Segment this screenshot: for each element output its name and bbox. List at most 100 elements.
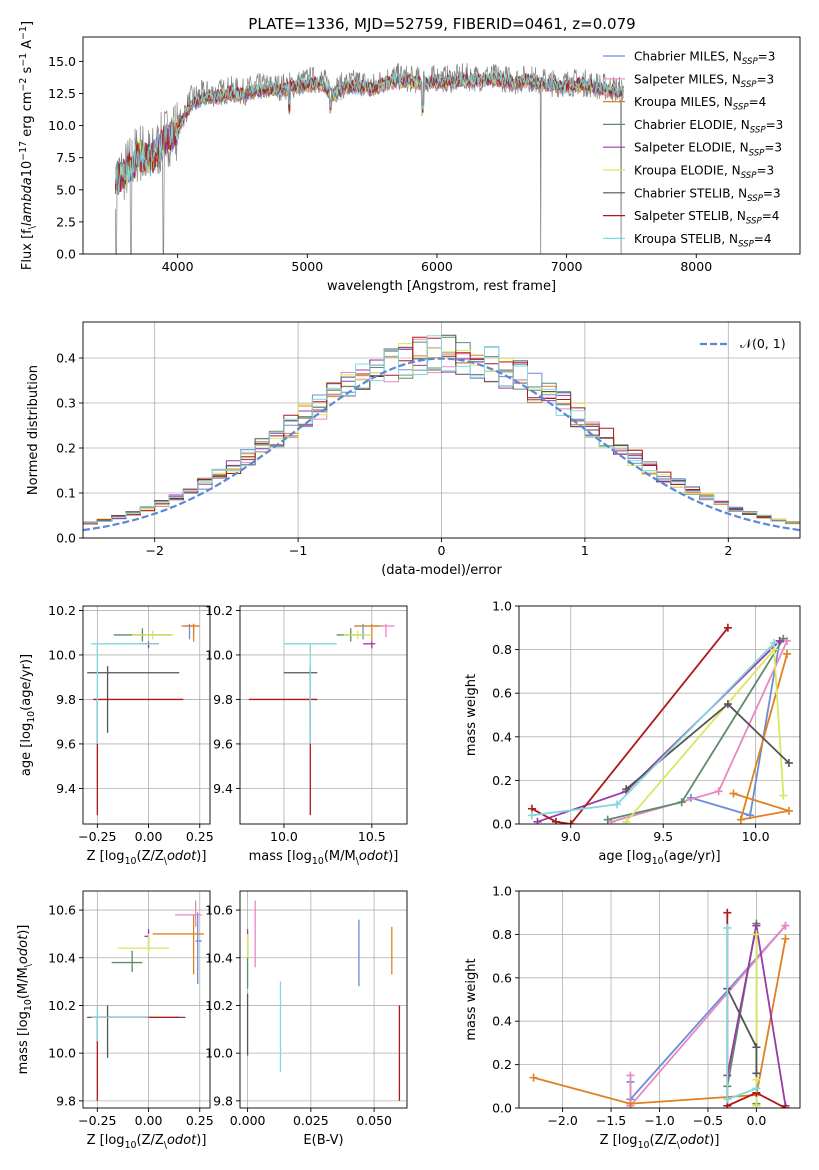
label-part: r bbox=[26, 471, 41, 477]
legend-entry: Chabrier ELODIE, NSSP=3 bbox=[634, 118, 783, 136]
x-tick-label: −0.25 bbox=[78, 829, 116, 844]
x-tick-label: −1 bbox=[289, 543, 307, 558]
weight-marker bbox=[752, 1084, 761, 1093]
weight-marker bbox=[533, 817, 542, 824]
x-tick-label: −2.0 bbox=[547, 1113, 577, 1128]
axes-frame bbox=[82, 36, 801, 255]
y-tick-label: 10.2 bbox=[48, 603, 76, 618]
weight-line bbox=[611, 640, 788, 823]
weight-marker bbox=[781, 921, 790, 930]
label-part: E bbox=[303, 1133, 311, 1148]
label-part: g bbox=[116, 849, 124, 864]
label-part: e bbox=[672, 209, 679, 223]
label-part: i bbox=[670, 186, 673, 200]
label-part: I bbox=[713, 164, 717, 178]
label-part: b bbox=[657, 50, 665, 64]
label-part: , bbox=[729, 209, 733, 223]
y-tick-label: 0.6 bbox=[492, 686, 512, 701]
label-part: SSP bbox=[747, 194, 764, 204]
label-part: 10 bbox=[652, 856, 664, 867]
label-part: a bbox=[338, 279, 346, 294]
label-part: Z bbox=[155, 1133, 164, 1148]
label-part: i bbox=[26, 381, 41, 385]
label-part: L bbox=[702, 72, 709, 86]
y-tick-label: 0.0 bbox=[492, 1101, 512, 1116]
y-tick-label: 0.4 bbox=[56, 351, 76, 366]
label-part: , bbox=[730, 186, 734, 200]
weight-marker bbox=[603, 815, 612, 824]
label-part: M bbox=[680, 95, 690, 109]
label-part: [ bbox=[16, 1031, 31, 1036]
weight-marker bbox=[551, 817, 560, 824]
label-part: / bbox=[16, 978, 31, 983]
weight-line bbox=[531, 627, 729, 824]
y-tick-label: 5.0 bbox=[56, 182, 76, 197]
label-part: s bbox=[464, 722, 479, 729]
label-part: S bbox=[688, 209, 696, 223]
x-tick-label: 0.25 bbox=[186, 829, 214, 844]
label-part: i bbox=[670, 50, 673, 64]
label-part: ) bbox=[709, 1133, 714, 1148]
x-tick-label: 0.25 bbox=[186, 1113, 214, 1128]
label-part: o bbox=[108, 1133, 116, 1148]
label-part: ) bbox=[196, 849, 201, 864]
label-part: - bbox=[326, 1133, 331, 1148]
x-tick-label: 9.0 bbox=[561, 829, 581, 844]
label-part: r bbox=[705, 849, 711, 864]
y-tick-label: 9.8 bbox=[213, 692, 233, 707]
axes-age-vs-Z: −0.25 0.00 0.259.49.69.810.010.2Z [log10(Z… bbox=[19, 603, 214, 867]
label-part: o bbox=[108, 849, 116, 864]
y-tick-label: 0.3 bbox=[56, 396, 76, 411]
label-part: t bbox=[667, 209, 672, 223]
label-part: L bbox=[696, 141, 703, 155]
label-part: N bbox=[724, 95, 733, 109]
plot-area bbox=[248, 623, 395, 816]
label-part: E bbox=[716, 164, 724, 178]
label-part: , bbox=[725, 50, 729, 64]
label-part: Z bbox=[142, 849, 151, 864]
label-part: K bbox=[634, 232, 643, 246]
y-tick-label: 10.0 bbox=[205, 647, 233, 662]
x-axis-label: (data-model)/error bbox=[381, 563, 502, 578]
label-part: r bbox=[681, 50, 686, 64]
label-part: e bbox=[673, 118, 680, 132]
label-part: ] bbox=[201, 1133, 206, 1148]
axes-frame bbox=[239, 890, 408, 1109]
label-part: , bbox=[475, 279, 479, 294]
label-part: a bbox=[522, 279, 530, 294]
weight-marker bbox=[784, 758, 793, 767]
label-part: s bbox=[269, 849, 276, 864]
label-part: L bbox=[703, 232, 710, 246]
label-part: S bbox=[689, 186, 697, 200]
label-part: h bbox=[642, 186, 650, 200]
label-part: i bbox=[670, 118, 673, 132]
label-part: M bbox=[688, 72, 698, 86]
label-part: SSP bbox=[738, 240, 755, 250]
label-part: , bbox=[716, 95, 720, 109]
label-part: r bbox=[517, 279, 523, 294]
label-part: T bbox=[695, 209, 704, 223]
label-part: ( bbox=[324, 849, 329, 864]
x-tick-label: 0.000 bbox=[230, 1113, 266, 1128]
label-part: SSP bbox=[741, 80, 758, 90]
label-part: h bbox=[464, 963, 479, 971]
y-tick-label: 0.0 bbox=[56, 247, 76, 262]
y-tick-label: 2.5 bbox=[56, 214, 76, 229]
label-part: e bbox=[365, 279, 373, 294]
label-part: 4 bbox=[772, 209, 780, 223]
y-tick-label: 12.5 bbox=[48, 86, 76, 101]
label-part: e bbox=[353, 279, 361, 294]
x-tick-label: 0.050 bbox=[356, 1113, 392, 1128]
label-part: ) bbox=[196, 1133, 201, 1148]
label-part: E bbox=[680, 164, 688, 178]
label-part: d bbox=[26, 443, 41, 451]
label-part: −1 bbox=[18, 53, 29, 67]
label-part: Z bbox=[668, 1133, 677, 1148]
label-part: a bbox=[669, 95, 676, 109]
label-part: p bbox=[662, 164, 670, 178]
label-part: Z bbox=[655, 1133, 664, 1148]
plot-area bbox=[246, 900, 401, 1101]
label-part: o bbox=[635, 849, 643, 864]
label-part: C bbox=[634, 118, 642, 132]
weight-marker bbox=[622, 817, 631, 824]
